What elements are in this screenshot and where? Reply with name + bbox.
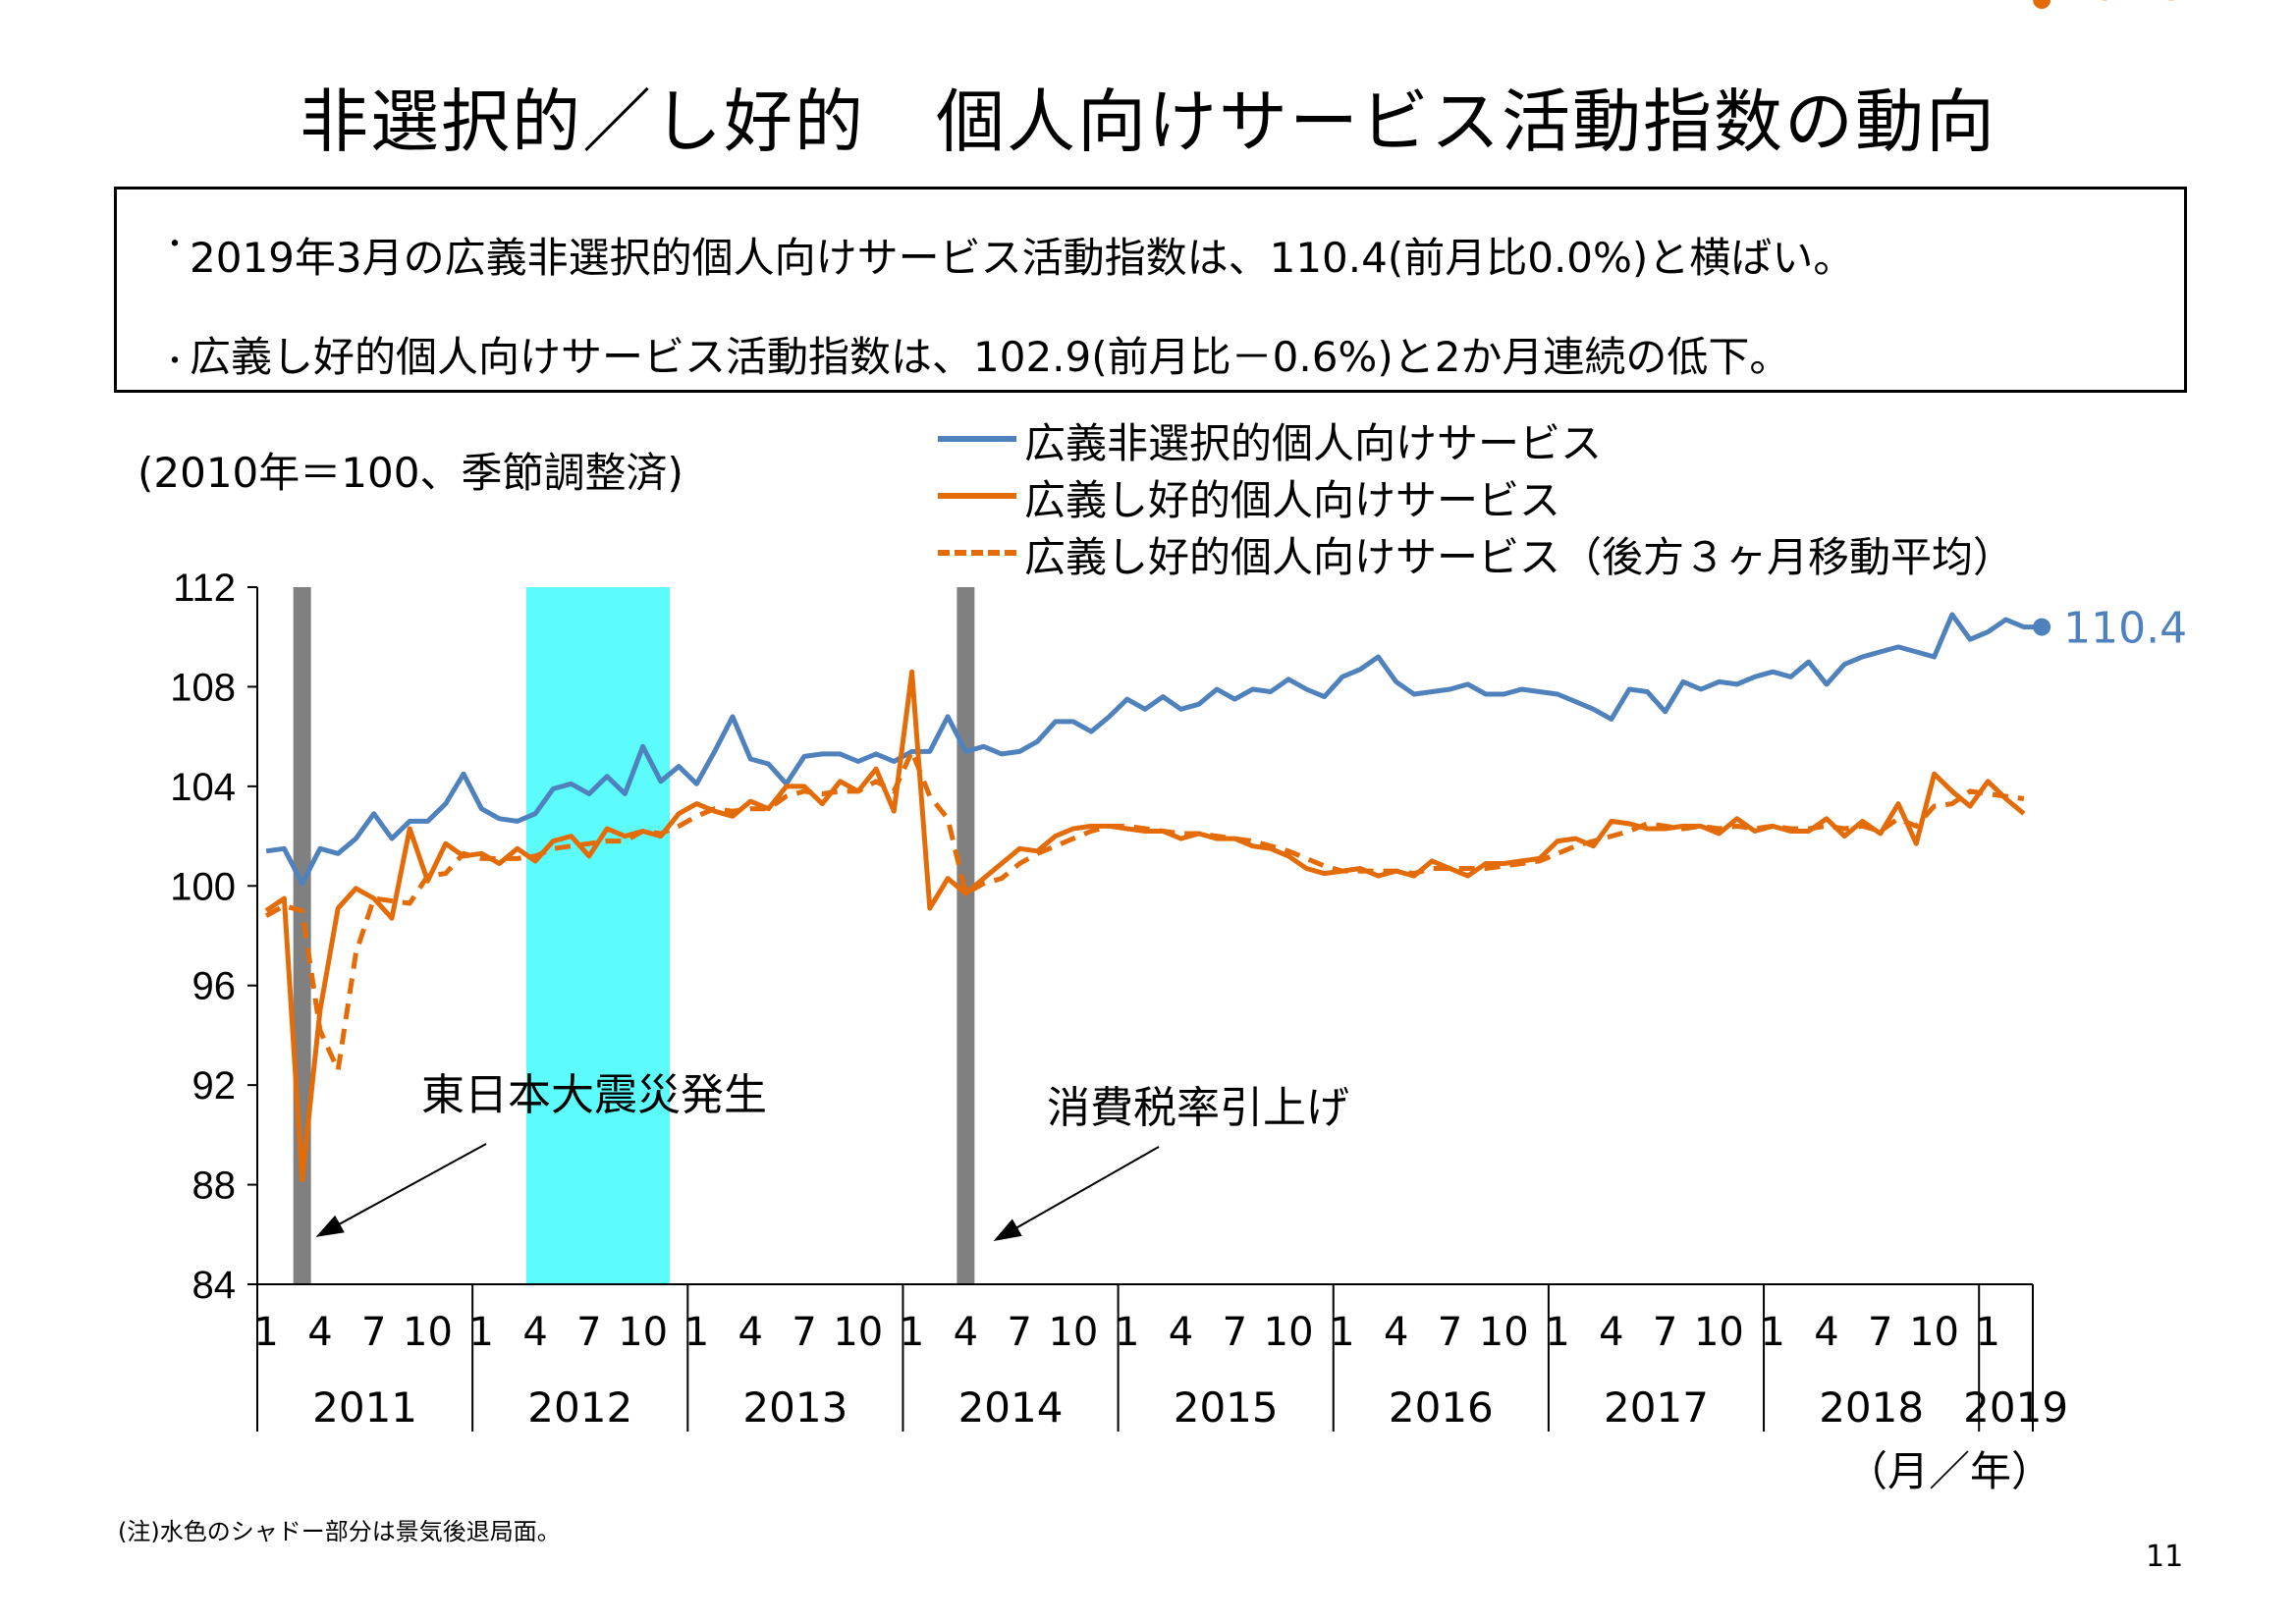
month-tick-label: 4 [1384, 1310, 1408, 1355]
footnote: (注)水色のシャドー部分は景気後退局面。 [118, 1518, 561, 1545]
month-tick-label: 4 [954, 1310, 978, 1355]
summary-text-1: 2019年3月の広義非選択的個人向けサービス活動指数は、110.4(前月比0.0… [190, 234, 1855, 282]
year-label: 2014 [958, 1383, 1064, 1432]
nonselective-end-label: 110.4 [2063, 604, 2187, 654]
month-tick-label: 10 [1479, 1310, 1529, 1355]
year-label: 2017 [1604, 1383, 1709, 1432]
month-tick-label: 7 [1007, 1310, 1031, 1355]
month-tick-label: 1 [684, 1310, 709, 1355]
month-tick-label: 4 [1169, 1310, 1193, 1355]
y-tick-label: 104 [170, 766, 236, 809]
month-tick-label: 10 [1048, 1310, 1098, 1355]
selective-end-marker [2033, 0, 2051, 9]
legend-swatch-orange-dashed [938, 550, 1016, 556]
selective-end-label: 102.9 [2063, 0, 2187, 11]
nonselective-line [265, 612, 2043, 887]
month-tick-label: 7 [576, 1310, 601, 1355]
month-tick-label: 1 [1976, 1310, 2000, 1355]
y-tick-label: 88 [192, 1164, 237, 1208]
summary-line-selective: ・広義し好的個人向けサービス活動指数は、102.9(前月比－0.6%)と2か月連… [160, 324, 1790, 384]
month-tick-label: 1 [900, 1310, 924, 1355]
y-tick-label: 108 [170, 666, 236, 709]
month-tick-label: 4 [738, 1310, 762, 1355]
month-tick-label: 7 [1653, 1310, 1677, 1355]
bullet-2: ・ [160, 345, 190, 379]
month-tick-label: 7 [792, 1310, 816, 1355]
month-tick-label: 10 [833, 1310, 883, 1355]
y-tick-label: 100 [170, 865, 236, 908]
summary-line-nonselective: ・2019年3月の広義非選択的個人向けサービス活動指数は、110.4(前月比0.… [160, 225, 1854, 285]
event-bar-2 [957, 587, 975, 1284]
month-tick-label: 1 [1115, 1310, 1139, 1355]
month-tick-label: 7 [1868, 1310, 1892, 1355]
summary-text-2: 広義し好的個人向けサービス活動指数は、102.9(前月比－0.6%)と2か月連続… [190, 333, 1791, 381]
month-tick-label: 7 [1438, 1310, 1462, 1355]
y-tick-label: 84 [192, 1264, 237, 1307]
y-tick-label: 96 [192, 965, 237, 1008]
page-title: 非選択的／し好的 個人向けサービス活動指数の動向 [300, 81, 1996, 162]
month-tick-label: 4 [522, 1310, 547, 1355]
month-tick-label: 1 [253, 1310, 278, 1355]
unit-note: (2010年＝100、季節調整済) [137, 449, 683, 497]
selective-moving-average-line [264, 748, 2025, 1073]
year-label: 2013 [742, 1383, 847, 1432]
legend-label-nonselective: 広義非選択的個人向けサービス [1024, 419, 1603, 467]
month-tick-label: 1 [1545, 1310, 1569, 1355]
nonselective-end-marker [2033, 618, 2051, 636]
summary-box: ・2019年3月の広義非選択的個人向けサービス活動指数は、110.4(前月比0.… [114, 187, 2187, 393]
month-tick-label: 1 [469, 1310, 494, 1355]
year-label: 2016 [1389, 1383, 1494, 1432]
year-label: 2019 [1963, 1383, 2068, 1432]
month-tick-label: 4 [307, 1310, 332, 1355]
month-tick-label: 7 [1223, 1310, 1247, 1355]
month-tick-label: 10 [403, 1310, 453, 1355]
year-label: 2018 [1819, 1383, 1924, 1432]
month-tick-label: 4 [1599, 1310, 1623, 1355]
month-tick-label: 10 [1909, 1310, 1959, 1355]
annotation-arrow-2 [993, 1146, 1160, 1241]
y-tick-label: 112 [173, 567, 236, 610]
bullet-1: ・ [160, 228, 190, 262]
annotation-label-2: 消費税率引上げ [1047, 1083, 1349, 1133]
year-label: 2015 [1174, 1383, 1279, 1432]
recession-shade [525, 587, 671, 1284]
x-axis-unit: （月／年） [1846, 1447, 2053, 1495]
month-tick-label: 7 [361, 1310, 386, 1355]
year-label: 2012 [527, 1383, 632, 1432]
legend-label-moving-average: 広義し好的個人向けサービス（後方３ヶ月移動平均） [1024, 533, 2015, 581]
legend-swatch-blue [938, 436, 1016, 442]
legend-swatch-orange [938, 493, 1016, 499]
month-tick-label: 1 [1330, 1310, 1354, 1355]
page-number: 11 [2146, 1540, 2184, 1574]
month-tick-label: 10 [1694, 1310, 1744, 1355]
y-tick-label: 92 [192, 1064, 237, 1108]
legend-label-selective: 広義し好的個人向けサービス [1024, 476, 1561, 524]
month-tick-label: 10 [1264, 1310, 1314, 1355]
month-tick-label: 4 [1814, 1310, 1838, 1355]
year-label: 2011 [312, 1383, 417, 1432]
annotation-label-1: 東日本大震災発生 [421, 1070, 767, 1120]
month-tick-label: 10 [618, 1310, 668, 1355]
annotation-arrow-1 [315, 1143, 487, 1237]
month-tick-label: 1 [1760, 1310, 1784, 1355]
